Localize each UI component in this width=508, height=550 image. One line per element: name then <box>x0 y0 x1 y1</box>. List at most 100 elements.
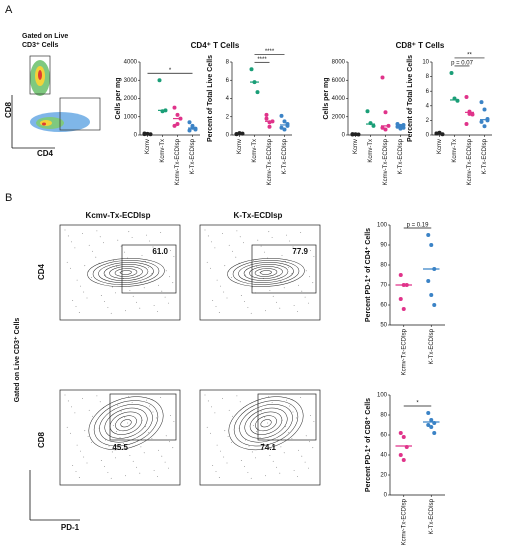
flow-event <box>211 406 213 408</box>
flow-event <box>236 230 238 232</box>
flow-event <box>206 426 208 428</box>
flow-event <box>161 455 163 457</box>
flow-event <box>131 402 133 404</box>
flow-event <box>224 430 226 432</box>
flow-event <box>110 312 112 314</box>
dot <box>401 307 406 311</box>
flow-event <box>173 255 175 257</box>
dot <box>432 303 437 307</box>
flow-event <box>115 292 116 294</box>
flow-event <box>157 311 158 312</box>
y-tick-label: 6000 <box>332 78 346 84</box>
flow-event <box>82 233 83 234</box>
flow-event <box>149 240 151 242</box>
flow-event <box>301 455 303 457</box>
flow-event <box>281 255 283 256</box>
flow-event <box>128 231 130 233</box>
flow-event <box>284 426 286 427</box>
flow-event <box>116 266 118 267</box>
flow-event <box>286 399 287 401</box>
flow-event <box>264 416 265 418</box>
dot <box>426 423 431 427</box>
dot <box>398 453 403 457</box>
flow-event <box>104 466 105 467</box>
flow-event <box>160 397 162 398</box>
y-tick-label: 2000 <box>124 96 138 102</box>
flow-event <box>169 276 170 278</box>
flow-event <box>66 426 68 428</box>
flow-event <box>312 447 314 449</box>
x-tick-label: K-Tx-ECDIsp <box>398 138 404 174</box>
flow-event <box>158 284 159 286</box>
dot <box>401 458 406 462</box>
flow-event <box>236 395 238 397</box>
dot <box>449 70 454 75</box>
dot <box>398 297 403 301</box>
flow-event <box>253 260 254 261</box>
y-tick-label: 40 <box>380 453 387 459</box>
contour <box>228 396 304 451</box>
flow-event <box>129 454 131 456</box>
x-tick-label: Kcmv-Tx-ECDIsp <box>467 138 473 185</box>
y-tick-label: 50 <box>380 323 387 329</box>
flow-event <box>268 396 270 398</box>
flow-event <box>152 411 154 413</box>
flow-event <box>308 302 309 304</box>
axis-label: CD8 <box>4 101 13 118</box>
flow-event <box>115 457 116 459</box>
y-tick-label: 100 <box>377 223 388 229</box>
y-tick-label: 2 <box>426 118 430 124</box>
flow-event <box>168 467 169 469</box>
contour <box>109 411 143 435</box>
flow-event <box>146 234 147 236</box>
flow-event <box>207 400 209 402</box>
flow-event <box>265 310 266 312</box>
flow-event <box>289 240 291 242</box>
flow-event <box>301 290 303 292</box>
axis-label: PD-1 <box>61 523 80 532</box>
flow-event <box>165 270 167 272</box>
flow-event <box>291 437 293 439</box>
y-tick-label: 4 <box>426 103 430 109</box>
contour <box>87 258 165 287</box>
dot <box>479 100 484 105</box>
contour <box>243 264 289 281</box>
flow-event <box>247 306 249 308</box>
significance-label: **** <box>265 49 275 55</box>
flow-event <box>215 471 217 472</box>
x-tick-label: Kcmv-Tx <box>160 139 166 163</box>
dot <box>172 123 177 128</box>
flow-event <box>304 461 306 463</box>
y-tick-label: 10 <box>422 60 429 66</box>
dot <box>255 90 260 95</box>
flow-event <box>140 446 142 448</box>
contour <box>115 415 137 432</box>
dot <box>264 112 269 117</box>
flow-event <box>104 301 105 302</box>
flow-event <box>124 416 125 418</box>
x-tick-label: K-Tx-ECDIsp <box>282 138 288 174</box>
y-tick-label: 6 <box>226 78 230 84</box>
axis-label: CD8 <box>37 431 46 448</box>
flow-event <box>269 289 271 291</box>
x-tick-label: Kcmv-Tx-ECDIsp <box>175 138 181 185</box>
flow-event <box>172 447 174 449</box>
dot <box>426 233 431 237</box>
flow-event <box>110 477 112 479</box>
flow-event <box>71 241 72 243</box>
flow-event <box>272 460 274 462</box>
x-tick-label: Kcmv-Tx <box>252 139 258 163</box>
y-axis-label: Percent of Total Live Cells <box>407 55 414 142</box>
flow-event <box>293 470 295 472</box>
contour <box>254 268 278 277</box>
flow-event <box>256 266 258 267</box>
flow-event <box>240 460 242 461</box>
flow-event <box>253 425 254 426</box>
flow-event <box>313 255 315 257</box>
axis-label: CD4 <box>37 263 46 280</box>
y-tick-label: 70 <box>380 283 387 289</box>
flow-event <box>280 446 282 448</box>
dot <box>429 418 434 422</box>
flow-event <box>245 439 247 441</box>
flow-event <box>99 401 101 403</box>
